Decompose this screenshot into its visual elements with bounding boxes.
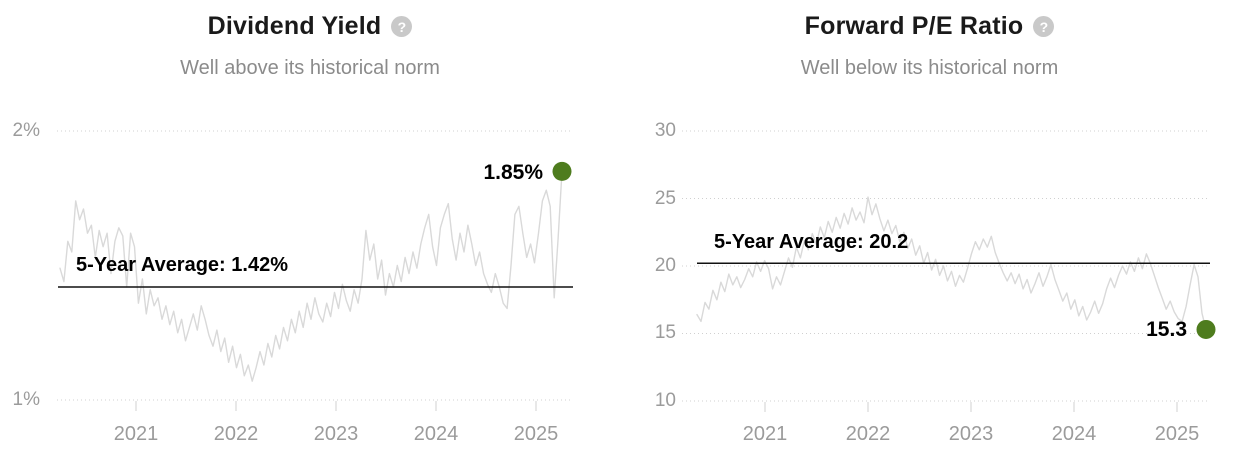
x-axis-label: 2022: [213, 423, 259, 445]
series-line: [696, 196, 1207, 331]
y-axis-label: 20: [654, 255, 676, 276]
average-line-label: 5-Year Average: 20.2: [714, 231, 909, 253]
help-icon[interactable]: ?: [1033, 16, 1055, 37]
forward-pe-header: Forward P/E Ratio ? Well below its histo…: [620, 0, 1239, 100]
dividend-yield-plot-area[interactable]: [57, 130, 573, 411]
x-axis-label: 2021: [742, 423, 788, 445]
current-value-dot: [1196, 319, 1216, 339]
y-axis-label: 25: [654, 188, 676, 209]
series-line: [59, 170, 563, 382]
current-value-label: 1.85%: [483, 161, 543, 184]
current-value-dot: [552, 161, 572, 181]
chart-subtitle: Well above its historical norm: [180, 57, 440, 79]
chart-title-dividend-yield: Dividend Yield: [207, 12, 382, 40]
dividend-yield-header: Dividend Yield ? Well above its historic…: [0, 0, 620, 100]
chart-title-forward-pe: Forward P/E Ratio: [804, 12, 1024, 40]
chart-subtitle: Well below its historical norm: [800, 57, 1059, 79]
x-axis-label: 2025: [513, 423, 559, 445]
x-axis-label: 2024: [1051, 423, 1097, 445]
y-axis-label: 1%: [12, 389, 40, 410]
x-axis-label: 2024: [413, 423, 459, 445]
average-line-label: 5-Year Average: 1.42%: [76, 254, 288, 276]
x-axis-label: 2023: [313, 423, 359, 445]
x-axis-label: 2021: [113, 423, 159, 445]
help-icon[interactable]: ?: [391, 16, 413, 37]
y-axis-label: 30: [654, 120, 676, 141]
y-axis-label: 10: [654, 390, 676, 411]
current-value-label: 15.3: [1146, 318, 1187, 341]
x-axis-label: 2022: [845, 423, 891, 445]
y-axis-label: 15: [654, 322, 676, 343]
x-axis-label: 2023: [948, 423, 994, 445]
x-axis-label: 2025: [1154, 423, 1200, 445]
y-axis-label: 2%: [12, 120, 40, 141]
forward-pe-plot-area[interactable]: [682, 130, 1216, 412]
